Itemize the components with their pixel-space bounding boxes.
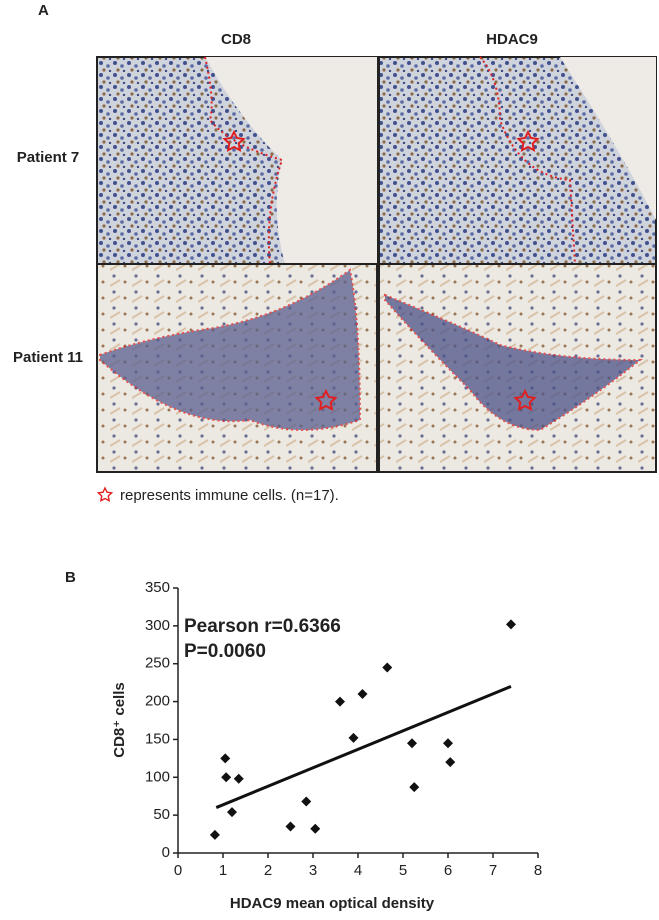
point	[227, 807, 237, 818]
micrographs	[96, 56, 657, 502]
y-tick-label: 250	[145, 655, 170, 672]
y-tick-label: 0	[162, 844, 170, 861]
x-tick-label: 7	[489, 862, 497, 879]
point	[221, 772, 232, 783]
point	[285, 821, 296, 832]
point	[220, 753, 231, 764]
y-axis-label: CD8⁺ cells	[111, 682, 128, 757]
point	[407, 738, 417, 749]
y-tick-label: 100	[145, 768, 170, 785]
point	[301, 796, 312, 807]
point	[335, 696, 345, 707]
point	[310, 823, 321, 834]
row-header: Patient 11	[13, 349, 83, 366]
panel-label: A	[38, 2, 49, 19]
x-tick-label: 6	[444, 862, 452, 879]
row-header: Patient 7	[17, 149, 80, 166]
x-tick-label: 1	[219, 862, 227, 879]
annotation: P=0.0060	[184, 641, 266, 662]
point	[443, 738, 453, 749]
fit-line	[215, 685, 512, 809]
point	[348, 732, 359, 743]
point	[209, 829, 220, 840]
x-tick-label: 5	[399, 862, 407, 879]
point	[382, 662, 393, 673]
x-axis-label: HDAC9 mean optical density	[230, 895, 435, 912]
x-tick-label: 8	[534, 862, 542, 879]
panel-label: B	[65, 569, 76, 586]
annotation: Pearson r=0.6366	[184, 616, 341, 637]
x-tick-label: 4	[354, 862, 362, 879]
caption: represents immune cells. (n=17).	[120, 487, 339, 504]
y-tick-label: 300	[145, 617, 170, 634]
y-tick-label: 150	[145, 730, 170, 747]
column-header: CD8	[221, 31, 251, 48]
point	[445, 757, 456, 768]
point	[357, 689, 368, 699]
y-tick-label: 50	[153, 806, 170, 823]
column-header: HDAC9	[486, 31, 538, 48]
y-tick-label: 200	[145, 693, 170, 710]
point	[506, 619, 516, 630]
y-tick-label: 350	[145, 579, 170, 596]
point	[409, 782, 420, 793]
x-tick-label: 2	[264, 862, 272, 879]
point	[233, 773, 244, 784]
x-tick-label: 0	[174, 862, 182, 879]
x-tick-label: 3	[309, 862, 317, 879]
